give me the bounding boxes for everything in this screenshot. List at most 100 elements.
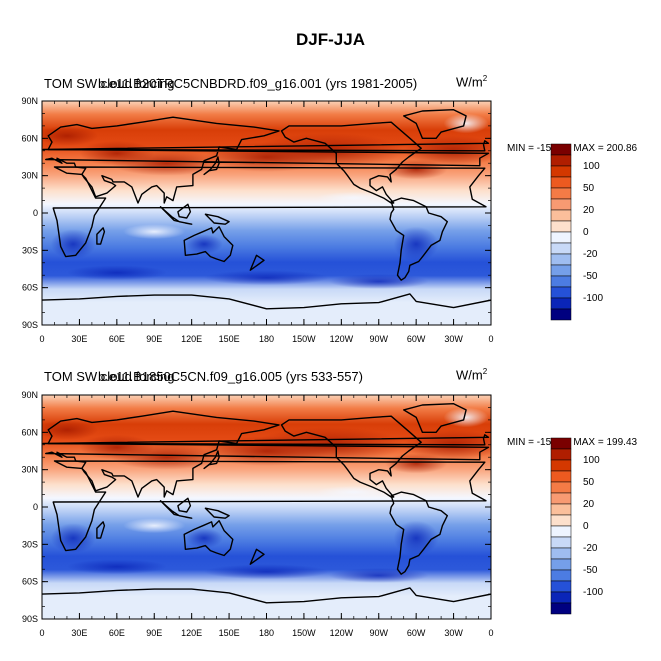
- lon-label: 90W: [369, 334, 388, 344]
- lat-label: 60N: [21, 133, 38, 143]
- colorbar-swatch: [550, 143, 572, 156]
- australia-coastline: [183, 520, 234, 557]
- cold-anomaly-region: [204, 564, 329, 580]
- colorbar-swatch: [550, 525, 572, 538]
- colorbar-swatch: [550, 198, 572, 211]
- lon-label: 0: [39, 628, 44, 638]
- colorbar-label: -100: [583, 293, 603, 304]
- lat-label: 90N: [21, 96, 38, 106]
- hot-anomaly-region: [79, 434, 155, 460]
- newZealand-coastline: [249, 254, 265, 271]
- colorbar-swatch: [550, 231, 572, 244]
- panel-2-map: 0 30E 60E 90E 120E 150E 180 150W 120W 90W 60W 30W 09…: [0, 390, 603, 638]
- colorbar-swatch: [550, 220, 572, 233]
- lon-label: 180: [259, 334, 274, 344]
- southAmerica-coastline: [389, 491, 448, 575]
- indonesia-coastline: [159, 500, 193, 519]
- pale-anomaly-region: [316, 485, 392, 499]
- europeAsia-coastline: [0, 411, 40, 497]
- newGuinea-coastline: [204, 507, 230, 519]
- colorbar: 100 50 20 0 -20 -50 -100: [550, 437, 603, 615]
- lon-label: 60E: [109, 628, 125, 638]
- newZealand-coastline: [249, 548, 265, 565]
- colorbar-swatch: [550, 176, 572, 189]
- panel-1-units: W/m2: [456, 74, 488, 90]
- lat-label: 30N: [21, 171, 38, 181]
- lon-label: 0: [488, 628, 493, 638]
- panel-1-case-title: b.e11.B20TRC5CNBDRD.f09_g16.001 (yrs 198…: [98, 76, 418, 91]
- colorbar-swatch: [550, 165, 572, 178]
- colorbar-swatch: [550, 286, 572, 299]
- australia-coastline: [183, 226, 234, 263]
- pale-anomaly-region: [123, 518, 186, 534]
- lon-label: 90W: [369, 628, 388, 638]
- japan-coastline: [203, 156, 220, 176]
- cold-anomaly-region: [204, 270, 329, 286]
- panel-2-variable-title: TOM SW cloud forcing: [44, 369, 175, 384]
- cold-anomaly-region: [328, 567, 429, 583]
- japan-coastline: [203, 450, 220, 470]
- colorbar-swatch: [550, 437, 572, 450]
- greenland-coastline: [0, 404, 17, 433]
- lat-label: 90S: [22, 320, 38, 330]
- pale-anomaly-region: [123, 224, 186, 240]
- colorbar-swatch: [550, 481, 572, 494]
- colorbar-swatch: [550, 514, 572, 527]
- lon-label: 0: [39, 334, 44, 344]
- africa-coastline: [52, 460, 487, 552]
- colorbar-label: -50: [583, 271, 598, 282]
- colorbar-swatch: [550, 470, 572, 483]
- lon-label: 150W: [292, 628, 316, 638]
- cold-anomaly-region: [66, 559, 167, 575]
- colorbar-swatch: [550, 569, 572, 582]
- colorbar-swatch: [550, 602, 572, 615]
- colorbar-label: 50: [583, 477, 595, 488]
- lat-label: 60N: [21, 427, 38, 437]
- lon-label: 60W: [407, 628, 426, 638]
- lon-label: 120W: [330, 628, 354, 638]
- colorbar-swatch: [550, 558, 572, 571]
- panel-2-minmax: MIN = -158.15 MAX = 199.43: [507, 437, 638, 448]
- panel-2-case-title: b.e11.B1850C5CN.f09_g16.005 (yrs 533-557…: [98, 369, 363, 384]
- colorbar-label: 0: [583, 227, 589, 238]
- colorbar-swatch: [550, 448, 572, 461]
- lon-label: 120E: [181, 628, 202, 638]
- colorbar-swatch: [550, 503, 572, 516]
- lon-label: 60W: [407, 334, 426, 344]
- lat-label: 30S: [22, 245, 38, 255]
- borneo-coastline: [177, 497, 192, 513]
- uk-coastline: [42, 434, 490, 446]
- hot-anomaly-region: [42, 125, 99, 146]
- northAmerica-coastline: [280, 121, 422, 204]
- lat-label: 90S: [22, 614, 38, 624]
- colorbar-swatch: [550, 209, 572, 222]
- cold-anomaly-region: [393, 520, 439, 556]
- lon-label: 90E: [146, 334, 162, 344]
- colorbar-label: 100: [583, 455, 600, 466]
- lon-label: 30W: [444, 334, 463, 344]
- colorbar-swatch: [550, 264, 572, 277]
- lat-label: 60S: [22, 283, 38, 293]
- lon-label: 0: [488, 334, 493, 344]
- madagascar-coastline: [96, 227, 106, 245]
- colorbar-swatch: [550, 242, 572, 255]
- lon-label: 180: [259, 628, 274, 638]
- colorbar-label: 50: [583, 183, 595, 194]
- africa-coastline: [52, 166, 487, 258]
- colorbar-label: -50: [583, 565, 598, 576]
- panel-1-minmax: MIN = -157.17 MAX = 200.86: [507, 143, 638, 154]
- colorbar: 100 50 20 0 -20 -50 -100: [550, 143, 603, 321]
- hot-anomaly-region: [384, 159, 448, 180]
- colorbar-label: 20: [583, 205, 595, 216]
- antarcticaLine-coastline: [42, 594, 43, 595]
- colorbar-label: 0: [583, 521, 589, 532]
- cold-anomaly-region: [50, 523, 96, 554]
- colorbar-swatch: [550, 547, 572, 560]
- europeAsia-coastline: [45, 410, 490, 498]
- hot-anomaly-region: [79, 140, 155, 166]
- map-field: [42, 101, 491, 325]
- map-field: [0, 395, 491, 619]
- lon-label: 60E: [109, 334, 125, 344]
- colorbar-swatch: [550, 459, 572, 472]
- cold-anomaly-region: [393, 226, 439, 262]
